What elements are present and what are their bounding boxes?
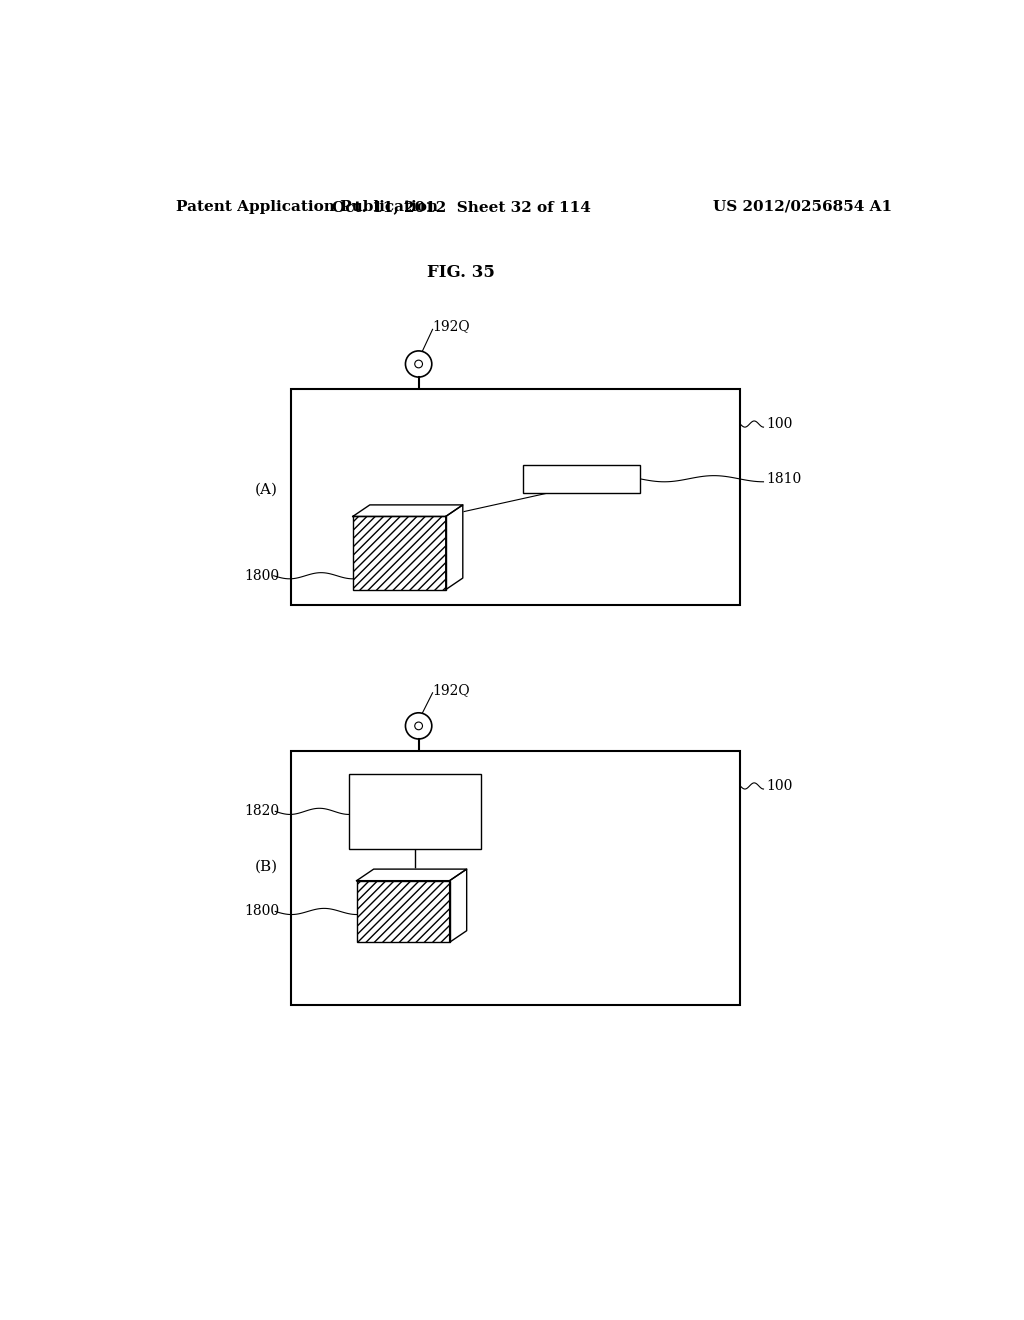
Text: WEIGHT:: WEIGHT: [354,803,418,816]
Polygon shape [352,506,463,516]
Bar [291,751,740,1006]
Text: USE:: USE: [354,822,389,836]
Bar [352,516,445,590]
Text: 192Q: 192Q [432,682,470,697]
Text: FIG. 35: FIG. 35 [427,264,496,281]
Bar [349,775,480,849]
Bar [291,389,740,605]
Bar [356,880,450,942]
Polygon shape [356,869,467,880]
Text: (B): (B) [254,859,278,874]
Text: 192Q: 192Q [432,319,470,333]
Text: PAPER BOX: PAPER BOX [540,473,623,486]
Text: 100: 100 [767,779,793,793]
Text: 1810: 1810 [767,471,802,486]
Text: Patent Application Publication: Patent Application Publication [176,199,438,214]
Polygon shape [445,506,463,590]
Text: 1800: 1800 [245,569,280,582]
Text: 1800: 1800 [245,904,280,919]
Polygon shape [450,869,467,942]
Text: 100: 100 [767,417,793,432]
Text: MAATERIAL:: MAATERIAL: [354,781,443,795]
Text: 1820: 1820 [245,804,280,818]
Text: Oct. 11, 2012  Sheet 32 of 114: Oct. 11, 2012 Sheet 32 of 114 [332,199,591,214]
Bar [523,465,640,494]
Text: (A): (A) [254,483,278,496]
Text: US 2012/0256854 A1: US 2012/0256854 A1 [713,199,892,214]
